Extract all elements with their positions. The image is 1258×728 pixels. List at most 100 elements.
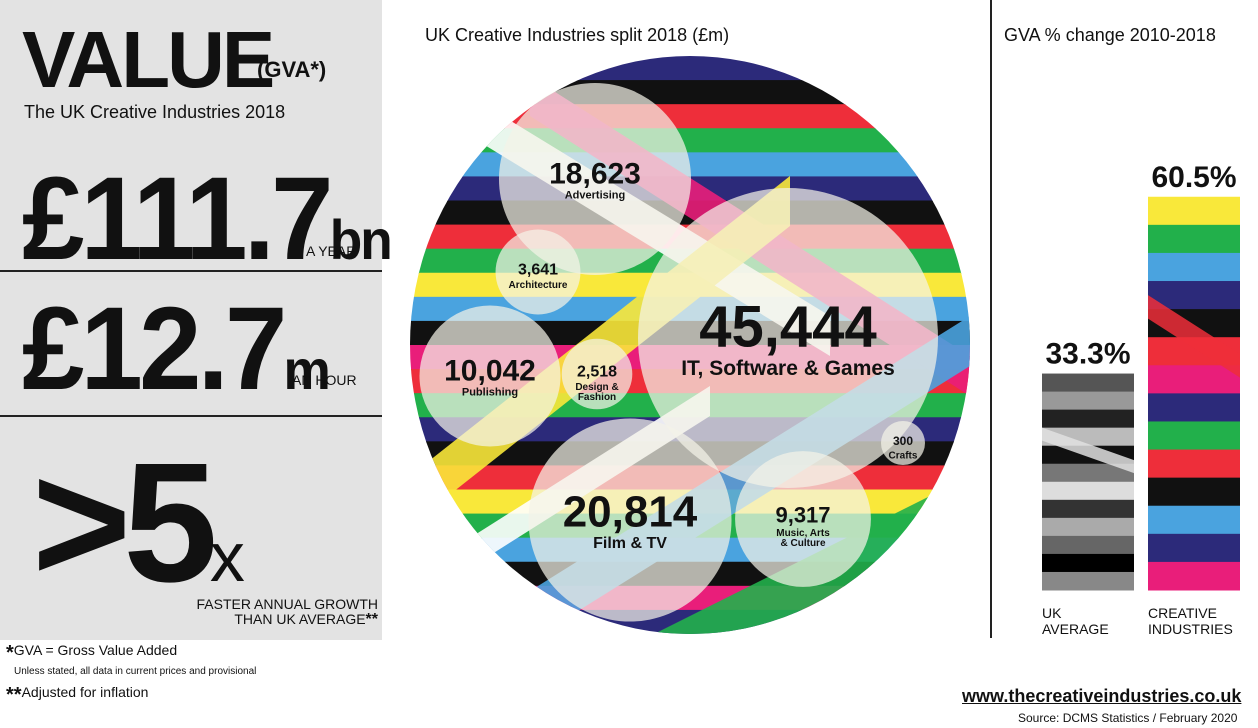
bubble-label: Fashion — [578, 392, 616, 403]
bar-category-label: UK — [1042, 605, 1062, 621]
footnote-star: ** — [6, 684, 22, 706]
footnote-adjusted: **Adjusted for inflation — [6, 684, 148, 707]
bar-segment — [1148, 224, 1240, 254]
bubble-circle — [498, 82, 692, 276]
bubble-value: 20,814 — [563, 488, 698, 537]
bar-segment — [1042, 535, 1134, 555]
bubble-label: Design & — [575, 382, 618, 393]
bubble-value: 2,518 — [577, 363, 617, 380]
bar-segment — [1042, 499, 1134, 519]
bar-value-label: 60.5% — [1151, 161, 1236, 194]
footnote-adjusted-text: Adjusted for inflation — [21, 684, 149, 700]
bubble-label: IT, Software & Games — [681, 357, 895, 380]
per-hour-value: £12.7 — [22, 283, 287, 415]
growth-value: >5 — [32, 428, 218, 618]
bar-segment — [1148, 561, 1240, 591]
bubble-circle — [528, 418, 732, 622]
per-hour-figure: £12.7m — [22, 290, 331, 408]
bar-segment — [1042, 463, 1134, 483]
bubble-value: 300 — [893, 434, 913, 448]
footnote-gva: *GVA = Gross Value Added — [6, 642, 177, 665]
value-subtitle: The UK Creative Industries 2018 — [24, 102, 286, 122]
growth-unit: x — [209, 518, 245, 596]
bubble-circle — [638, 188, 938, 488]
bar-category-label: AVERAGE — [1042, 621, 1109, 637]
bar-segment — [1148, 421, 1240, 451]
divider — [0, 270, 382, 272]
bubble-value: 9,317 — [775, 502, 830, 527]
source-note: Source: DCMS Statistics / February 2020 — [1018, 711, 1238, 725]
bar-diagonal — [1148, 295, 1240, 378]
stripe-band — [410, 104, 970, 130]
bubble-label: Architecture — [509, 280, 568, 291]
bar-segment — [1042, 409, 1134, 429]
growth-label-star: ** — [365, 610, 378, 628]
bubble-label: Music, Arts — [776, 528, 830, 539]
stripe-diagonal — [610, 476, 970, 634]
bubble-chart-title: UK Creative Industries split 2018 (£m) — [425, 25, 730, 45]
bubble-circle — [881, 421, 925, 465]
per-year-figure: £111.7bn — [22, 160, 393, 278]
bar-segment — [1148, 449, 1240, 479]
bar-diagonal — [1042, 427, 1134, 474]
bubble-label: Advertising — [565, 189, 626, 201]
growth-chart-title: GVA % change 2010-2018 — [1004, 25, 1216, 45]
bubble-value: 45,444 — [699, 295, 876, 360]
bar-segment — [1042, 517, 1134, 537]
bubble-label: Publishing — [462, 386, 518, 398]
bar-segment — [1042, 373, 1134, 393]
growth-bar — [1148, 196, 1240, 591]
bar-segment — [1148, 393, 1240, 422]
bar-segment — [1148, 477, 1240, 507]
per-hour-unit: m — [283, 338, 331, 401]
bubble: 2,518 Design &Fashion — [561, 338, 633, 410]
stripe-band — [410, 56, 970, 82]
bar-segment — [1148, 252, 1240, 282]
stripe-band — [410, 80, 970, 106]
bubble-label: Crafts — [889, 450, 918, 461]
bubble-value: 3,641 — [518, 261, 558, 278]
bubble: 300 Crafts — [881, 421, 925, 465]
bar-segment — [1042, 553, 1134, 573]
bar-segment — [1148, 365, 1240, 394]
footnote-star: * — [6, 642, 14, 664]
growth-figure: >5x — [32, 438, 245, 608]
bubble: 3,641 Architecture — [495, 229, 581, 315]
growth-label: FASTER ANNUAL GROWTH THAN UK AVERAGE** — [150, 597, 378, 628]
bar-segment — [1148, 533, 1240, 563]
website-link[interactable]: www.thecreativeindustries.co.uk — [962, 686, 1242, 706]
per-year-unit: bn — [329, 208, 393, 271]
bar-segment — [1042, 571, 1134, 591]
bar-category-label: INDUSTRIES — [1148, 621, 1233, 637]
bar-segment — [1042, 481, 1134, 501]
bubble-circle — [495, 229, 581, 315]
divider — [0, 415, 382, 417]
bubble-value: 18,623 — [549, 158, 641, 191]
divider — [990, 0, 992, 638]
bubble-label: & Culture — [781, 538, 826, 549]
bubble-circle — [561, 338, 633, 410]
bar-category-label: CREATIVE — [1148, 605, 1217, 621]
growth-bar — [1042, 373, 1134, 591]
bubble-value: 10,042 — [444, 355, 536, 388]
per-year-value: £111.7 — [22, 153, 334, 285]
bar-segment — [1148, 196, 1240, 226]
footnote-data: Unless stated, all data in current price… — [14, 666, 257, 677]
per-hour-label: AN HOUR — [292, 372, 357, 388]
bar-segment — [1148, 281, 1240, 310]
per-year-label: A YEAR — [306, 243, 357, 259]
growth-label-line-2: THAN UK AVERAGE — [234, 610, 366, 627]
bubble-circle — [735, 451, 871, 587]
growth-label-line-1: FASTER ANNUAL GROWTH — [196, 596, 378, 612]
value-heading: VALUE — [22, 15, 275, 104]
bar-value-label: 33.3% — [1045, 338, 1130, 371]
bar-segment — [1148, 505, 1240, 535]
